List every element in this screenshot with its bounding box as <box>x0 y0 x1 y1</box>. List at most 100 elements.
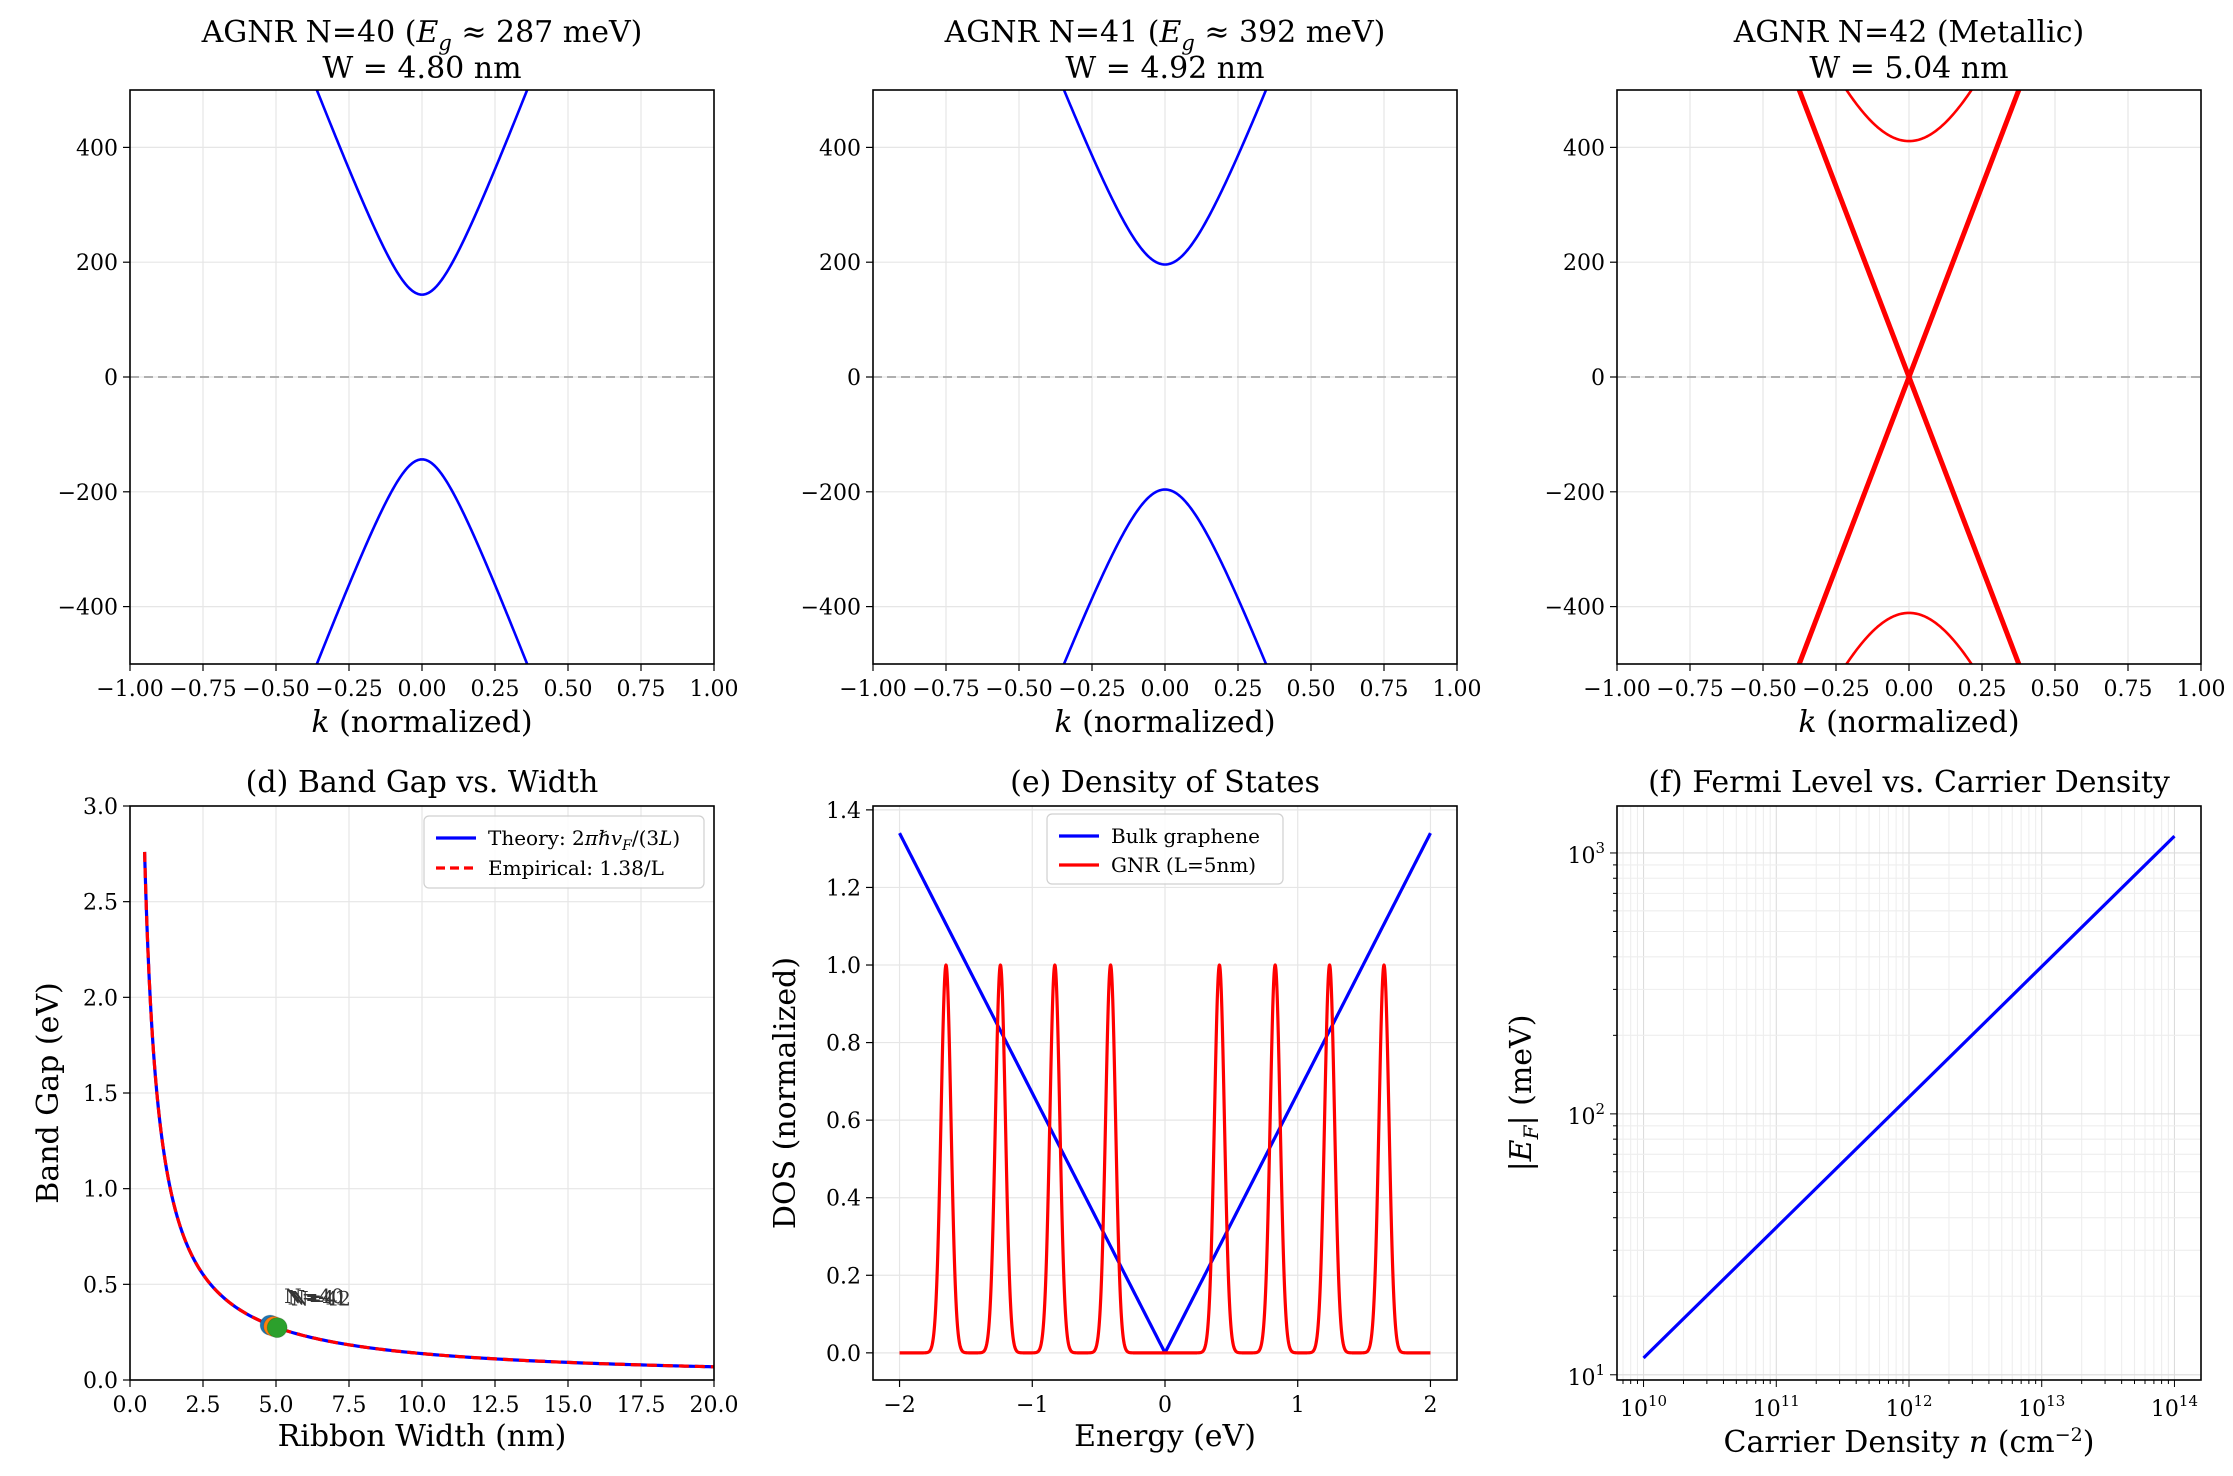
x-tick-label: 0.50 <box>544 677 593 702</box>
y-tick-label: 2.0 <box>83 986 118 1011</box>
x-tick-label: 7.5 <box>332 1393 367 1418</box>
axes-frame <box>129 89 715 665</box>
x-tick-label: 2 <box>1423 1393 1437 1418</box>
legend: Bulk graphene GNR (L=5nm) <box>1046 813 1284 885</box>
x-tick-label: −0.25 <box>1058 677 1125 702</box>
y-tick-label: 103 <box>1567 839 1605 869</box>
x-tick-label: −1.00 <box>839 677 906 702</box>
x-tick-label: 2.5 <box>186 1393 221 1418</box>
axes-frame <box>872 89 1458 665</box>
y-tick-label: 2.5 <box>83 891 118 916</box>
data-point-n42 <box>266 1317 288 1339</box>
y-tick-label: 0.5 <box>83 1273 118 1298</box>
x-tick-label: −0.75 <box>1656 677 1723 702</box>
x-tick-label: 10.0 <box>398 1393 447 1418</box>
y-tick-label: −400 <box>58 596 118 621</box>
x-tick-label: 1011 <box>1753 1392 1800 1422</box>
y-tick-label: 200 <box>1563 251 1605 276</box>
y-tick-label: 0.6 <box>826 1109 861 1134</box>
band-structure-panel-b: −1.00 −0.75 −0.50 −0.25 0.00 0.25 0.50 0.75 1.00… <box>801 15 1482 740</box>
x-tick-label: −1.00 <box>96 677 163 702</box>
x-tick-label: 0.75 <box>1360 677 1409 702</box>
y-axis-label: DOS (normalized) <box>768 957 803 1229</box>
x-tick-label: 0.75 <box>617 677 666 702</box>
y-tick-label: 1.5 <box>83 1082 118 1107</box>
chart-title-line2: W = 4.92 nm <box>1065 51 1264 86</box>
x-tick-label: 1014 <box>2151 1392 2198 1422</box>
x-axis-label: Energy (eV) <box>1074 1419 1256 1454</box>
y-tick-label: 200 <box>76 251 118 276</box>
y-tick-label: 400 <box>819 136 861 161</box>
y-tick-label: 0 <box>1591 366 1605 391</box>
fermi-level-panel: 1010 1011 1012 1013 1014 101 102 103 (f) Fermi L… <box>1504 765 2202 1460</box>
x-axis-label: k (normalized) <box>311 705 532 740</box>
legend-box <box>423 815 705 889</box>
x-axis-label: Carrier Density n (cm−2) <box>1724 1424 2095 1460</box>
x-axis-label: Ribbon Width (nm) <box>278 1419 567 1454</box>
x-tick-label: 15.0 <box>544 1393 593 1418</box>
x-tick-label: 0.50 <box>1287 677 1336 702</box>
chart-title-line1: AGNR N=42 (Metallic) <box>1733 15 2085 50</box>
y-tick-label: 0 <box>847 366 861 391</box>
legend-label: GNR (L=5nm) <box>1111 853 1256 877</box>
series-line-0 <box>143 851 714 1369</box>
axes-frame <box>129 805 715 1381</box>
chart-title-line1: AGNR N=41 (Eg​ ≈ 392 meV) <box>944 15 1386 55</box>
x-tick-label: −0.50 <box>985 677 1052 702</box>
chart-title-line2: W = 4.80 nm <box>322 51 521 86</box>
chart-title: (e) Density of States <box>1010 765 1320 800</box>
x-tick-label: −0.25 <box>1802 677 1869 702</box>
y-tick-label: 3.0 <box>83 795 118 820</box>
axes-frame <box>1616 805 2202 1381</box>
x-tick-label: 5.0 <box>259 1393 294 1418</box>
series-line-0 <box>1642 835 2176 1360</box>
legend-label: Theory: 2πℏvF/(3L) <box>488 826 680 854</box>
x-axis-label: k (normalized) <box>1798 705 2019 740</box>
band-gap-panel: 0.0 2.5 5.0 7.5 10.0 12.5 15.0 17.5 20.0 0.0 0.5 1.… <box>31 765 738 1454</box>
x-tick-label: 0 <box>1158 1393 1172 1418</box>
x-tick-label: 0.00 <box>1885 677 1934 702</box>
y-tick-label: 1.0 <box>826 954 861 979</box>
x-tick-label: 0.0 <box>113 1393 148 1418</box>
y-tick-label: −400 <box>1545 596 1605 621</box>
y-tick-label: 101 <box>1567 1361 1605 1391</box>
x-tick-label: 1010 <box>1620 1392 1667 1422</box>
y-tick-label: −200 <box>801 481 861 506</box>
x-tick-label: 0.50 <box>2031 677 2080 702</box>
legend-box <box>1046 813 1284 885</box>
band-line-3 <box>1844 611 1974 664</box>
x-tick-label: 0.25 <box>1214 677 1263 702</box>
x-tick-label: 0.00 <box>398 677 447 702</box>
y-tick-label: −200 <box>58 481 118 506</box>
series-line-1 <box>898 963 1432 1355</box>
axes-frame <box>872 805 1458 1381</box>
y-tick-label: 0.0 <box>83 1369 118 1394</box>
point-annotation: N=42 <box>291 1287 351 1311</box>
x-tick-label: −0.50 <box>242 677 309 702</box>
point-annotation: N=40 <box>284 1284 344 1308</box>
x-tick-label: 12.5 <box>471 1393 520 1418</box>
y-axis-label: Band Gap (eV) <box>31 982 66 1203</box>
y-tick-label: 400 <box>76 136 118 161</box>
band-line-1 <box>1062 488 1268 664</box>
x-tick-label: 1.00 <box>690 677 739 702</box>
y-axis-label: |EF| (meV) <box>1504 1015 1543 1172</box>
x-tick-label: −0.50 <box>1729 677 1796 702</box>
x-tick-label: 1 <box>1291 1393 1305 1418</box>
band-line-1 <box>1796 90 2022 664</box>
x-tick-label: 17.5 <box>617 1393 666 1418</box>
band-line-1 <box>315 458 529 664</box>
legend-label: Bulk graphene <box>1111 824 1260 848</box>
y-tick-label: −200 <box>1545 481 1605 506</box>
chart-title: (f) Fermi Level vs. Carrier Density <box>1648 765 2170 800</box>
point-annotation: N=41 <box>288 1285 348 1309</box>
x-tick-label: 1012 <box>1885 1392 1932 1422</box>
x-tick-label: −0.75 <box>169 677 236 702</box>
x-tick-label: 0.25 <box>1958 677 2007 702</box>
y-tick-label: 0.0 <box>826 1342 861 1367</box>
y-tick-label: 0.4 <box>826 1187 861 1212</box>
y-tick-label: 200 <box>819 251 861 276</box>
x-tick-label: −0.25 <box>315 677 382 702</box>
chart-title-line1: AGNR N=40 (Eg​ ≈ 287 meV) <box>201 15 643 55</box>
